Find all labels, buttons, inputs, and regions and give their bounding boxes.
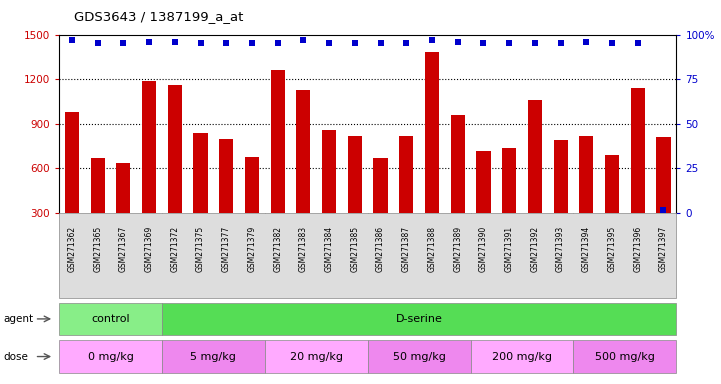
Text: 500 mg/kg: 500 mg/kg: [595, 351, 655, 362]
Point: [169, 39, 180, 45]
Text: agent: agent: [4, 314, 34, 324]
Bar: [193, 133, 208, 213]
Bar: [399, 136, 413, 213]
Text: GSM271397: GSM271397: [659, 226, 668, 272]
Bar: [116, 162, 131, 213]
Text: GSM271375: GSM271375: [196, 226, 205, 272]
Text: GSM271365: GSM271365: [93, 226, 102, 272]
Text: GSM271367: GSM271367: [119, 226, 128, 272]
Text: GSM271389: GSM271389: [454, 226, 462, 272]
Point: [323, 40, 335, 46]
Text: GSM271385: GSM271385: [350, 226, 359, 272]
Text: GSM271387: GSM271387: [402, 226, 411, 272]
Text: 200 mg/kg: 200 mg/kg: [492, 351, 552, 362]
Point: [426, 37, 438, 43]
Point: [503, 40, 515, 46]
Bar: [270, 70, 285, 213]
Point: [606, 40, 618, 46]
Point: [92, 40, 104, 46]
Text: GSM271382: GSM271382: [273, 226, 282, 272]
Point: [555, 40, 567, 46]
Point: [298, 37, 309, 43]
Bar: [631, 88, 645, 213]
Text: GSM271391: GSM271391: [505, 226, 513, 272]
Text: GSM271394: GSM271394: [582, 226, 590, 272]
Bar: [322, 130, 336, 213]
Text: 50 mg/kg: 50 mg/kg: [393, 351, 446, 362]
Text: 5 mg/kg: 5 mg/kg: [190, 351, 236, 362]
Text: control: control: [92, 314, 130, 324]
Bar: [425, 53, 439, 213]
Point: [632, 40, 644, 46]
Bar: [91, 158, 105, 213]
Point: [272, 40, 283, 46]
Text: GSM271386: GSM271386: [376, 226, 385, 272]
Text: GSM271393: GSM271393: [556, 226, 565, 272]
Point: [143, 39, 155, 45]
Text: GSM271362: GSM271362: [68, 226, 76, 272]
Text: GSM271383: GSM271383: [299, 226, 308, 272]
Bar: [245, 157, 259, 213]
Text: GSM271369: GSM271369: [145, 226, 154, 272]
Point: [452, 39, 464, 45]
Text: D-serine: D-serine: [396, 314, 443, 324]
Bar: [605, 155, 619, 213]
Bar: [502, 148, 516, 213]
Text: GSM271396: GSM271396: [633, 226, 642, 272]
Bar: [65, 112, 79, 213]
Text: GSM271388: GSM271388: [428, 226, 436, 272]
Text: GSM271395: GSM271395: [608, 226, 616, 272]
Bar: [554, 140, 567, 213]
Text: GDS3643 / 1387199_a_at: GDS3643 / 1387199_a_at: [74, 10, 243, 23]
Point: [401, 40, 412, 46]
Bar: [579, 136, 593, 213]
Point: [247, 40, 258, 46]
Bar: [528, 100, 542, 213]
Bar: [348, 136, 362, 213]
Bar: [168, 85, 182, 213]
Point: [580, 39, 592, 45]
Text: GSM271390: GSM271390: [479, 226, 488, 272]
Point: [66, 37, 78, 43]
Bar: [219, 139, 234, 213]
Point: [529, 40, 541, 46]
Bar: [296, 89, 311, 213]
Text: 20 mg/kg: 20 mg/kg: [290, 351, 342, 362]
Bar: [142, 81, 156, 213]
Text: dose: dose: [4, 351, 29, 362]
Point: [195, 40, 206, 46]
Bar: [451, 115, 465, 213]
Point: [477, 40, 489, 46]
Bar: [373, 158, 388, 213]
Bar: [477, 151, 490, 213]
Point: [375, 40, 386, 46]
Text: GSM271392: GSM271392: [531, 226, 539, 272]
Text: 0 mg/kg: 0 mg/kg: [88, 351, 133, 362]
Text: GSM271384: GSM271384: [324, 226, 334, 272]
Point: [118, 40, 129, 46]
Text: GSM271377: GSM271377: [222, 226, 231, 272]
Bar: [656, 137, 671, 213]
Text: GSM271372: GSM271372: [170, 226, 180, 272]
Text: GSM271379: GSM271379: [247, 226, 257, 272]
Point: [221, 40, 232, 46]
Point: [658, 207, 669, 213]
Point: [349, 40, 360, 46]
